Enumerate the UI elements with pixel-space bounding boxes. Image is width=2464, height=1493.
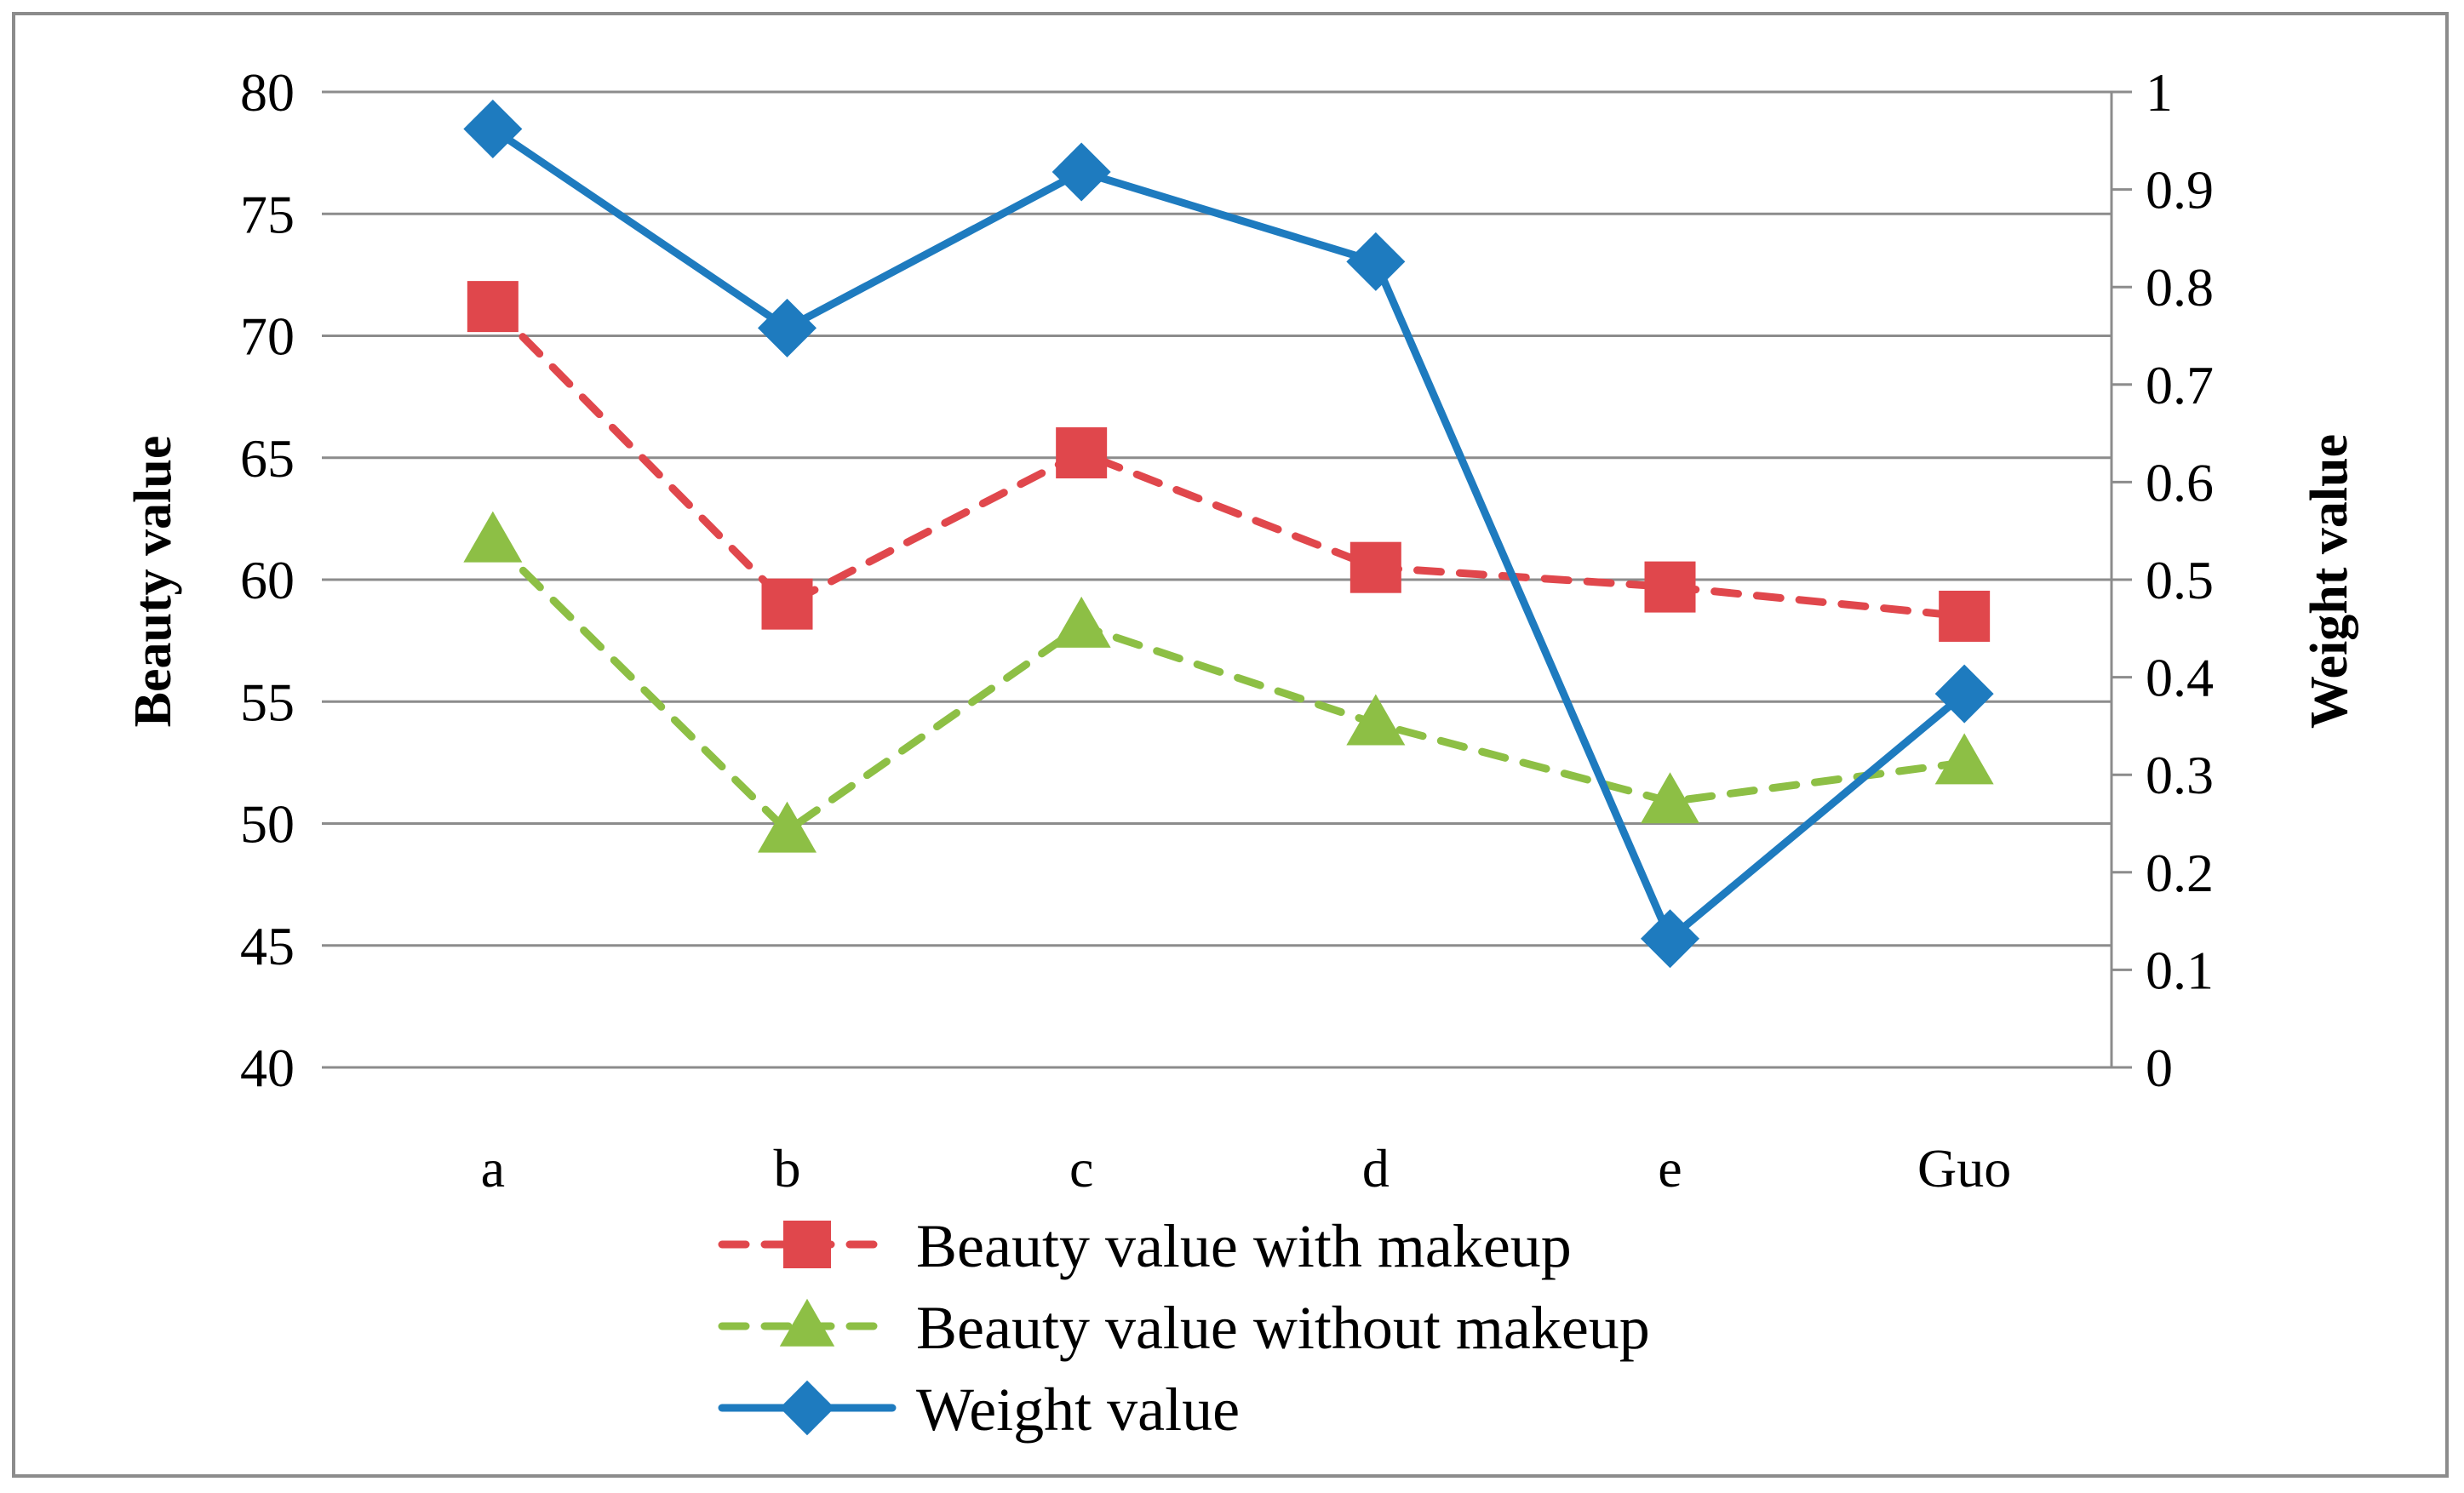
legend-label: Beauty value with makeup (916, 1212, 1572, 1280)
x-axis-ticks: a b c d e Guo (481, 1138, 2012, 1198)
chart-frame: 40 45 50 55 60 65 70 75 80 0 0.1 0.2 0.3 0.4 0.5 0.6 0.… (12, 12, 2449, 1478)
y-axis-left-tick-label: 45 (240, 916, 295, 976)
y-axis-right-title: Weight value (2301, 434, 2358, 729)
y-axis-left-tick-label: 40 (240, 1038, 295, 1098)
data-point-marker (1346, 694, 1406, 746)
data-point-marker (463, 100, 523, 159)
legend: Beauty value with makeup Beauty value wit… (718, 1212, 1650, 1444)
data-point-marker (1641, 772, 1699, 824)
y-axis-right-tick-label: 0.2 (2146, 843, 2214, 903)
series-line (489, 536, 1968, 835)
line-chart: 40 45 50 55 60 65 70 75 80 0 0.1 0.2 0.3 0.4 0.5 0.6 0.… (124, 62, 2358, 1444)
y-axis-left-tick-label: 50 (240, 794, 295, 855)
data-point-marker (1939, 590, 1991, 642)
y-axis-right-tick-label: 0.8 (2146, 257, 2214, 317)
data-point-marker (758, 801, 817, 853)
data-point-marker (1346, 232, 1406, 291)
y-axis-left-tick-label: 70 (240, 306, 295, 367)
series-line (489, 125, 1968, 943)
data-point-marker (1934, 733, 1994, 785)
y-axis-left-tick-label: 80 (240, 62, 295, 123)
y-axis-right-tick-label: 0.5 (2146, 550, 2214, 610)
axes (2110, 90, 2132, 1069)
data-point-marker (467, 281, 519, 333)
legend-label: Weight value (916, 1376, 1240, 1444)
left-axis-ticks: 40 45 50 55 60 65 70 75 80 (240, 62, 295, 1098)
grid-lines (322, 90, 2112, 1069)
y-axis-left-title: Beauty value (124, 436, 182, 728)
y-axis-right-tick-label: 0.9 (2146, 160, 2214, 220)
x-axis-tick-label: c (1069, 1138, 1093, 1198)
x-axis-tick-label: d (1362, 1138, 1390, 1198)
x-axis-tick-label: a (481, 1138, 505, 1198)
legend-item: Weight value (718, 1376, 1240, 1444)
y-axis-left-tick-label: 55 (240, 672, 295, 732)
y-axis-right-tick-label: 0.3 (2146, 745, 2214, 805)
y-axis-left-tick-label: 75 (240, 184, 295, 244)
y-axis-right-tick-label: 0.4 (2146, 648, 2214, 708)
series (463, 100, 1994, 969)
series-line (489, 302, 1968, 621)
y-axis-right-tick-label: 1 (2146, 62, 2173, 123)
y-axis-left-tick-label: 60 (240, 550, 295, 610)
legend-label: Beauty value without makeup (916, 1294, 1650, 1362)
right-axis-ticks: 0 0.1 0.2 0.3 0.4 0.5 0.6 0.7 0.8 0.9 1 (2146, 62, 2214, 1098)
data-point-marker (761, 578, 813, 630)
legend-marker (779, 1380, 835, 1436)
data-point-marker (1051, 596, 1111, 648)
data-point-marker (1644, 561, 1696, 613)
data-point-marker (1349, 541, 1401, 593)
data-point-marker (758, 298, 817, 358)
data-point-marker (463, 511, 523, 563)
series-weight-value (463, 100, 1994, 969)
x-axis-tick-label: e (1658, 1138, 1682, 1198)
y-axis-right-tick-label: 0.7 (2146, 355, 2214, 415)
series-beauty-value-without-makeup (463, 511, 1994, 853)
series-beauty-value-with-makeup (467, 281, 1991, 642)
legend-item: Beauty value with makeup (718, 1212, 1572, 1280)
data-point-marker (1051, 142, 1111, 202)
y-axis-left-tick-label: 65 (240, 428, 295, 489)
data-point-marker (1056, 427, 1108, 479)
y-axis-right-tick-label: 0.6 (2146, 452, 2214, 512)
x-axis-tick-label: b (774, 1138, 801, 1198)
legend-marker (779, 1298, 835, 1347)
legend-marker (783, 1221, 831, 1268)
y-axis-right-tick-label: 0.1 (2146, 940, 2214, 1000)
y-axis-right-tick-label: 0 (2146, 1038, 2173, 1098)
x-axis-tick-label: Guo (1917, 1138, 2011, 1198)
data-point-marker (1641, 909, 1699, 969)
legend-item: Beauty value without makeup (718, 1294, 1650, 1362)
data-point-marker (1934, 664, 1994, 724)
